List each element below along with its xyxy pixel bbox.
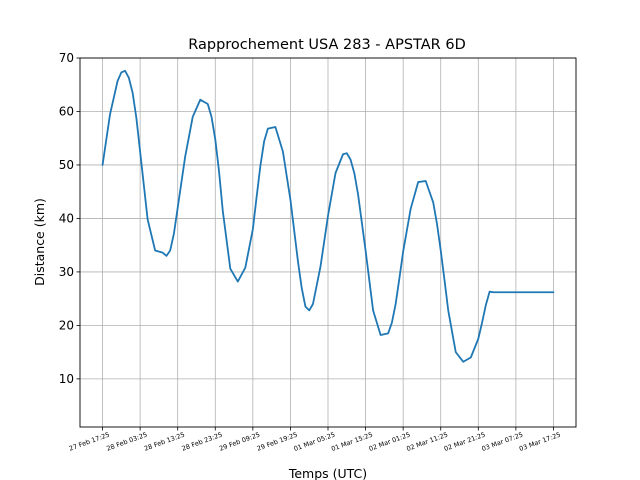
x-tick-label: 02 Mar 21:25 bbox=[443, 431, 487, 453]
series-layer bbox=[101, 69, 555, 363]
y-tick-label: 30 bbox=[59, 265, 74, 279]
y-tick-label: 50 bbox=[59, 158, 74, 172]
x-tick-label: 27 Feb 17:25 bbox=[68, 431, 111, 453]
x-tick-label: 28 Feb 03:25 bbox=[106, 431, 149, 453]
distance-series-line bbox=[101, 69, 555, 363]
x-tick-label: 01 Mar 05:25 bbox=[293, 431, 337, 453]
x-tick-label: 29 Feb 09:25 bbox=[218, 431, 261, 453]
grid bbox=[80, 57, 576, 427]
y-tick-label: 70 bbox=[59, 51, 74, 65]
x-tick-label: 03 Mar 17:25 bbox=[518, 431, 562, 453]
y-tick-label: 10 bbox=[59, 372, 74, 386]
x-axis-label: Temps (UTC) bbox=[288, 466, 367, 480]
x-tick-label: 02 Mar 01:25 bbox=[368, 431, 412, 453]
y-tick-label: 40 bbox=[59, 212, 74, 226]
x-tick-label: 01 Mar 15:25 bbox=[330, 431, 374, 453]
chart-title: Rapprochement USA 283 - APSTAR 6D bbox=[188, 37, 466, 53]
x-tick-label: 02 Mar 11:25 bbox=[405, 431, 449, 453]
y-axis-label: Distance (km) bbox=[32, 198, 47, 286]
y-tick-label: 60 bbox=[59, 105, 74, 119]
x-tick-label: 03 Mar 07:25 bbox=[481, 431, 525, 453]
x-tick-label: 28 Feb 13:25 bbox=[143, 431, 186, 453]
x-tick-label: 28 Feb 23:25 bbox=[181, 431, 224, 453]
x-tick-label: 29 Feb 19:25 bbox=[256, 431, 299, 453]
y-tick-label: 20 bbox=[59, 319, 74, 333]
